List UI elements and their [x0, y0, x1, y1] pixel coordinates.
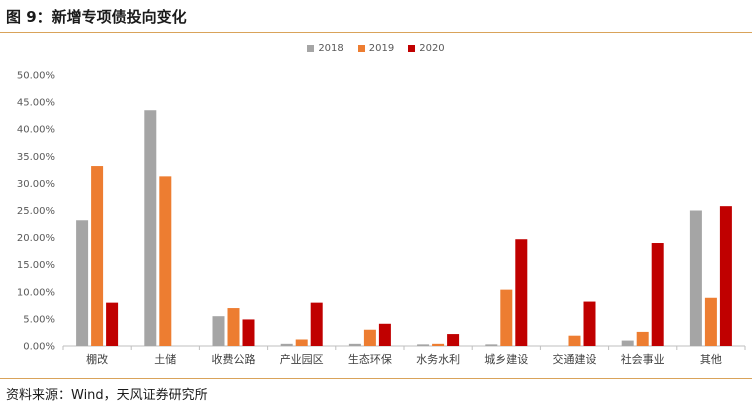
- bar-2018-8: [621, 340, 634, 346]
- legend-item-2018: 2018: [307, 43, 344, 54]
- legend-swatch-2020: [408, 45, 416, 52]
- bar-2019-7: [568, 335, 581, 346]
- source-note: 资料来源：Wind，天风证券研究所: [6, 388, 208, 403]
- bar-2018-0: [76, 220, 89, 346]
- y-tick-label: 35.00%: [17, 152, 55, 163]
- bar-2018-3: [280, 343, 293, 346]
- bar-2019-4: [363, 329, 376, 346]
- bar-2020-0: [106, 302, 119, 346]
- x-tick-label: 收费公路: [212, 352, 256, 366]
- legend-item-2019: 2019: [357, 43, 395, 54]
- bar-2019-2: [227, 308, 240, 346]
- x-tick-label: 水务水利: [416, 353, 460, 366]
- legend-swatch-2019: [357, 45, 365, 52]
- y-tick-label: 45.00%: [17, 98, 55, 109]
- bar-2019-1: [159, 176, 172, 346]
- x-tick-label: 产业园区: [280, 352, 324, 366]
- title-divider: [0, 32, 752, 33]
- x-tick-label: 交通建设: [553, 352, 597, 366]
- y-tick-label: 40.00%: [17, 125, 55, 136]
- y-tick-label: 20.00%: [17, 233, 55, 244]
- bar-2020-6: [515, 239, 528, 346]
- legend-label-2018: 2018: [318, 43, 344, 54]
- chart-legend: 2018 2019 2020: [0, 43, 752, 54]
- x-tick-label: 其他: [700, 353, 722, 366]
- bar-2020-3: [310, 302, 323, 346]
- bar-2020-5: [447, 334, 460, 346]
- legend-label-2019: 2019: [368, 43, 395, 54]
- bar-2018-5: [417, 344, 430, 346]
- source-divider: [0, 378, 752, 379]
- y-tick-label: 15.00%: [17, 260, 55, 271]
- y-tick-label: 50.00%: [17, 71, 55, 82]
- legend-swatch-2018: [307, 45, 315, 52]
- bar-2019-3: [295, 339, 308, 346]
- bar-2019-0: [91, 166, 104, 346]
- bar-2020-4: [378, 323, 391, 346]
- bar-2018-4: [348, 343, 361, 346]
- x-tick-label: 棚改: [86, 352, 108, 366]
- y-tick-label: 0.00%: [23, 342, 55, 353]
- bar-2020-2: [242, 319, 255, 346]
- bar-2018-9: [689, 210, 702, 346]
- legend-label-2020: 2020: [419, 43, 445, 54]
- y-tick-label: 10.00%: [17, 287, 55, 298]
- legend-item-2020: 2020: [408, 43, 445, 54]
- x-tick-label: 社会事业: [621, 352, 665, 366]
- bar-2018-2: [212, 316, 225, 346]
- bar-2020-7: [583, 301, 596, 346]
- y-tick-label: 30.00%: [17, 179, 55, 190]
- x-tick-label: 生态环保: [348, 352, 392, 366]
- y-tick-label: 25.00%: [17, 206, 55, 217]
- bar-2020-9: [719, 206, 732, 346]
- bar-2018-1: [144, 110, 157, 346]
- bar-2018-6: [485, 344, 498, 346]
- figure-title: 图 9：新增专项债投向变化: [6, 8, 187, 26]
- bar-2019-5: [432, 343, 445, 346]
- x-tick-label: 土储: [154, 352, 176, 366]
- bar-2020-8: [651, 243, 664, 346]
- bar-2019-8: [636, 331, 649, 346]
- bar-2019-6: [500, 289, 513, 346]
- y-tick-label: 5.00%: [23, 314, 55, 325]
- bar-chart: 0.00% 5.00% 10.00% 15.00% 20.00% 25.00% 30.00%…: [17, 71, 746, 366]
- x-tick-label: 城乡建设: [484, 352, 528, 366]
- bar-2019-9: [704, 297, 717, 346]
